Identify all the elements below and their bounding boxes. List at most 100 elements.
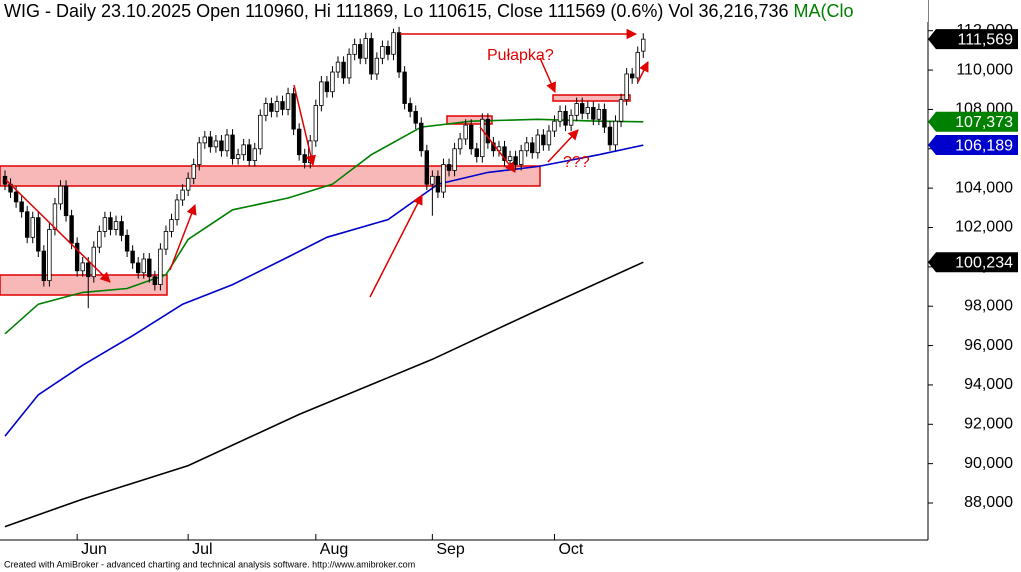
candle-body (274, 101, 280, 112)
candle-body (219, 140, 224, 152)
candle-body (36, 217, 41, 252)
moving-average-line (4, 144, 644, 437)
candle-body (296, 128, 302, 156)
candle-body (596, 109, 602, 120)
candle-body (602, 109, 607, 128)
zone-box (0, 165, 541, 187)
annotation-text: ??? (563, 154, 590, 171)
candle-body (41, 250, 47, 282)
candle-body (136, 262, 141, 274)
candle-body (213, 140, 219, 148)
last-value-label: 111,569 (958, 31, 1014, 48)
candle-body (574, 103, 579, 116)
candle-body (180, 189, 185, 201)
y-tick-label: 92,000 (964, 416, 1013, 433)
candle-body (124, 234, 130, 252)
candle-body (24, 211, 30, 238)
last-value-box (928, 111, 1018, 132)
candle-body (224, 134, 230, 152)
candle-body (457, 138, 463, 150)
candle-body (324, 81, 330, 93)
candle-body (352, 44, 357, 55)
candle-body (291, 93, 296, 130)
candle-body (641, 38, 646, 52)
candle-body (502, 146, 507, 161)
candle-body (47, 229, 52, 282)
last-value-label: 107,373 (955, 114, 1013, 131)
footer: Created with AmiBroker - advanced charti… (4, 559, 415, 569)
candle-body (624, 73, 629, 100)
candle-body (585, 107, 590, 114)
x-tick-label: Oct (558, 541, 583, 558)
arrow (479, 126, 516, 173)
candle-body (230, 134, 235, 160)
candle-body (113, 221, 119, 230)
candle-body (407, 103, 413, 112)
candle-body (241, 144, 246, 156)
candle-body (58, 185, 63, 205)
candle-body (530, 142, 535, 154)
candle-body (374, 57, 380, 75)
candle-body (119, 221, 124, 236)
candle-body (385, 46, 391, 55)
candle-body (313, 105, 319, 142)
candle-body (30, 217, 35, 238)
candle-body (552, 120, 557, 132)
arrow (539, 57, 556, 93)
x-tick-label: Sep (436, 541, 465, 558)
candle-body (163, 231, 169, 250)
candle-body (635, 51, 640, 79)
ma-label: MA(Clo (794, 1, 854, 21)
candle-body (613, 120, 618, 146)
candle-body (524, 142, 529, 152)
arrow (293, 84, 316, 167)
y-tick-label: 88,000 (964, 494, 1013, 511)
candle-body (518, 150, 524, 165)
arrow (5, 179, 111, 283)
candle-body (380, 46, 385, 59)
candle-body (141, 258, 146, 274)
y-tick-label: 98,000 (964, 297, 1013, 314)
candle-body (430, 175, 435, 185)
candle-body (152, 276, 158, 285)
candle-body (174, 199, 180, 221)
arrow (637, 61, 649, 83)
plot (2, 26, 646, 528)
candle-body (413, 110, 418, 124)
candle-body (396, 32, 402, 73)
candle-body (247, 144, 252, 161)
candle-body (158, 248, 163, 285)
x-tick-label: Jul (192, 541, 212, 558)
candle-body (302, 154, 307, 163)
candle-body (563, 110, 568, 126)
candle-body (591, 107, 596, 120)
moving-average-line (4, 118, 644, 335)
candle-body (441, 164, 446, 193)
candle-body (335, 61, 341, 73)
candle-body (191, 164, 196, 179)
x-tick-label: Jun (81, 541, 107, 558)
candle-body (258, 114, 263, 150)
y-tick-label: 102,000 (955, 219, 1013, 236)
candle-body (513, 156, 518, 165)
candle-body (285, 93, 291, 110)
candle-body (452, 148, 457, 171)
candle-body (86, 262, 91, 278)
y-tick-label: 104,000 (955, 179, 1013, 196)
candle-body (607, 126, 613, 146)
candle-body (446, 164, 452, 171)
candle-body (280, 101, 285, 110)
last-value-box (928, 135, 1018, 156)
y-tick-label: 90,000 (964, 455, 1013, 472)
candle-body (319, 81, 324, 106)
candle-body (580, 103, 585, 114)
candle-body (252, 148, 257, 161)
candle-body (147, 258, 152, 278)
candle-body (13, 191, 19, 203)
annotation-text: Pułapka? (487, 47, 554, 64)
candle-body (269, 103, 274, 112)
candle-body (108, 217, 113, 230)
last-value-box (928, 252, 1018, 273)
